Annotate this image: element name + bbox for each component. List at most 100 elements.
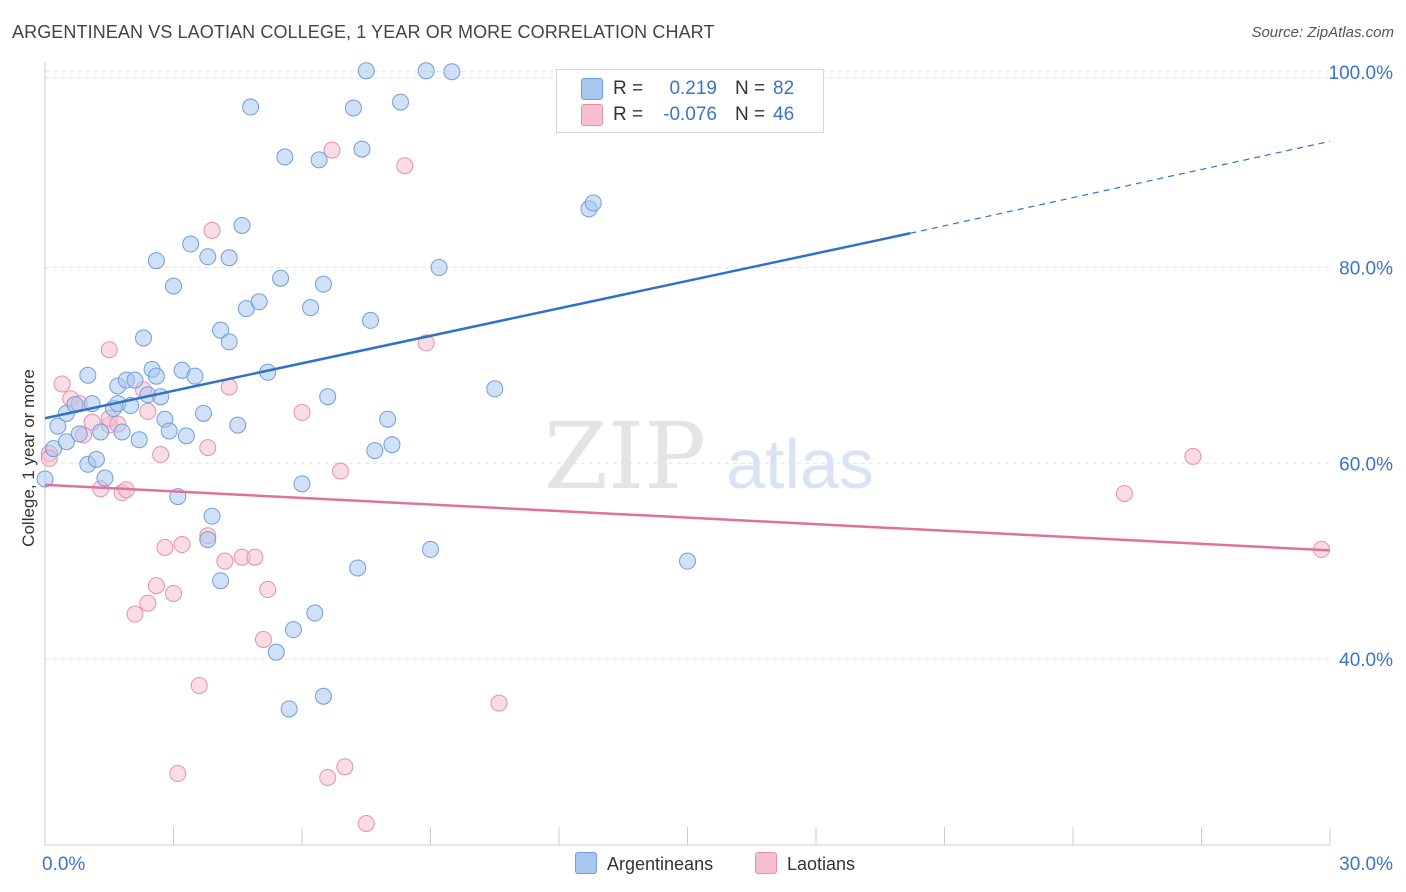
- laotian-point: [490, 694, 508, 712]
- argentinean-point: [177, 427, 195, 445]
- argentinean-point: [220, 249, 238, 267]
- laotian-point: [417, 334, 435, 352]
- y-tick-label: 100.0%: [1329, 63, 1394, 84]
- argentinean-point: [229, 416, 247, 434]
- argentinean-point: [584, 194, 602, 212]
- legend-r-label: R =: [613, 78, 644, 99]
- argentinean-point: [430, 259, 448, 277]
- watermark: ZIP atlas: [544, 403, 874, 510]
- argentinean-point: [203, 507, 221, 525]
- bottom-legend-label-argentineans: Argentineans: [607, 854, 714, 874]
- argentinean-point: [199, 248, 217, 266]
- argentinean-point: [486, 380, 504, 398]
- argentinean-point: [165, 277, 182, 295]
- argentinean-point: [92, 423, 110, 441]
- y-tick-label: 80.0%: [1339, 259, 1393, 280]
- argentinean-point: [57, 433, 75, 451]
- argentinean-point: [147, 367, 165, 385]
- argentineans-points: [36, 62, 696, 718]
- laotian-point: [357, 814, 375, 832]
- argentinean-point: [135, 329, 153, 347]
- argentinean-point: [302, 299, 320, 317]
- argentinean-point: [220, 333, 238, 351]
- argentinean-point: [242, 98, 260, 116]
- laotian-point: [199, 439, 217, 457]
- legend-n-value: 46: [773, 104, 795, 125]
- argentinean-point: [267, 643, 285, 661]
- legend-n-label: N =: [735, 104, 766, 125]
- laotian-point: [139, 402, 157, 420]
- laotian-point: [100, 341, 118, 359]
- laotian-point: [216, 552, 234, 570]
- argentinean-point: [79, 366, 97, 384]
- argentinean-point: [194, 404, 212, 422]
- argentinean-point: [126, 371, 144, 389]
- legend-n-value: 82: [773, 78, 795, 99]
- laotian-point: [246, 548, 264, 566]
- argentinean-point: [70, 425, 88, 443]
- laotian-point: [173, 536, 191, 554]
- legend-n-label: N =: [735, 78, 766, 99]
- argentineans-trend-extension: [910, 140, 1331, 234]
- legend-r-label: R =: [613, 104, 644, 125]
- laotian-point: [332, 462, 350, 480]
- watermark-zip: ZIP: [544, 403, 706, 510]
- argentinean-point: [186, 367, 204, 385]
- laotian-point: [190, 676, 208, 694]
- argentinean-point: [314, 687, 332, 705]
- x-tick-labels: 0.0% 30.0%: [42, 854, 1393, 875]
- y-tick-labels: 40.0% 60.0% 80.0% 100.0%: [1329, 63, 1394, 671]
- laotian-point: [336, 758, 354, 776]
- laotian-point: [152, 445, 170, 463]
- laotian-point: [203, 221, 221, 239]
- laotians-trend-line: [44, 483, 1331, 552]
- argentinean-point: [422, 540, 439, 558]
- laotian-point: [156, 538, 174, 556]
- y-tick-label: 40.0%: [1339, 650, 1393, 671]
- argentinean-point: [130, 431, 148, 449]
- laotian-point: [169, 765, 187, 783]
- legend-r-value: 0.219: [669, 78, 717, 99]
- laotian-point: [1184, 447, 1202, 465]
- bottom-legend-laotians: Laotians: [755, 852, 855, 876]
- laotian-point: [1115, 485, 1133, 503]
- x-tick-label-max: 30.0%: [1339, 854, 1393, 875]
- bottom-legend-argentineans: Argentineans: [575, 852, 713, 876]
- argentinean-point: [276, 148, 294, 166]
- laotian-point: [147, 577, 165, 595]
- trend-lines: [44, 140, 1331, 552]
- argentinean-point: [306, 604, 324, 622]
- argentinean-point: [357, 62, 375, 80]
- argentinean-point: [392, 93, 410, 111]
- argentinean-point: [349, 559, 367, 577]
- argentinean-point: [49, 417, 67, 435]
- laotian-point: [165, 584, 182, 602]
- argentinean-point: [160, 422, 178, 440]
- argentinean-point: [36, 470, 54, 488]
- argentinean-point: [353, 140, 371, 158]
- argentinean-point: [182, 235, 200, 253]
- source-label: Source: ZipAtlas.com: [1251, 24, 1394, 41]
- bottom-legend-swatch-pink: [755, 852, 777, 874]
- argentinean-point: [344, 99, 362, 117]
- watermark-atlas: atlas: [726, 425, 874, 503]
- chart-title: ARGENTINEAN VS LAOTIAN COLLEGE, 1 YEAR O…: [12, 22, 715, 42]
- argentinean-point: [443, 63, 461, 81]
- argentinean-point: [679, 552, 696, 570]
- argentinean-point: [212, 572, 230, 590]
- argentinean-point: [284, 621, 302, 639]
- argentinean-point: [417, 62, 435, 80]
- stats-legend: R = 0.219 N = 82 R = -0.076 N = 46: [556, 69, 824, 133]
- argentinean-point: [113, 423, 131, 441]
- legend-swatch-pink: [581, 104, 603, 126]
- laotian-point: [323, 141, 341, 159]
- laotian-point: [139, 594, 157, 612]
- laotian-point: [293, 403, 311, 421]
- bottom-legend-label-laotians: Laotians: [787, 854, 856, 874]
- argentinean-point: [96, 469, 114, 487]
- argentinean-point: [199, 531, 217, 549]
- argentinean-point: [314, 275, 332, 293]
- laotian-point: [396, 157, 414, 175]
- bottom-legend-swatch-blue: [575, 852, 597, 874]
